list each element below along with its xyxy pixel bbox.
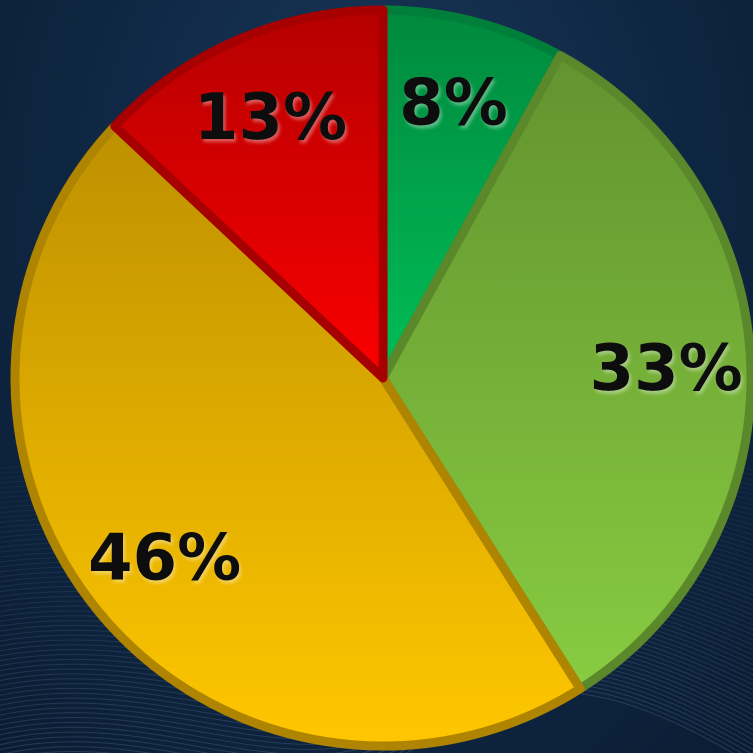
slice-label-8-percent: 8% bbox=[399, 67, 508, 141]
pie-slices bbox=[10, 5, 753, 751]
pie-labels: 8% 33% 46% 13% bbox=[88, 67, 743, 596]
pie-slice-13-percent bbox=[110, 5, 388, 383]
slice-label-13-percent: 13% bbox=[194, 81, 347, 155]
pie-slice-33-percent bbox=[378, 51, 753, 694]
pie-slice-46-percent bbox=[10, 121, 585, 751]
slice-label-46-percent: 46% bbox=[88, 522, 241, 596]
pie-slice-8-percent bbox=[378, 5, 565, 383]
slice-label-33-percent: 33% bbox=[590, 332, 743, 406]
